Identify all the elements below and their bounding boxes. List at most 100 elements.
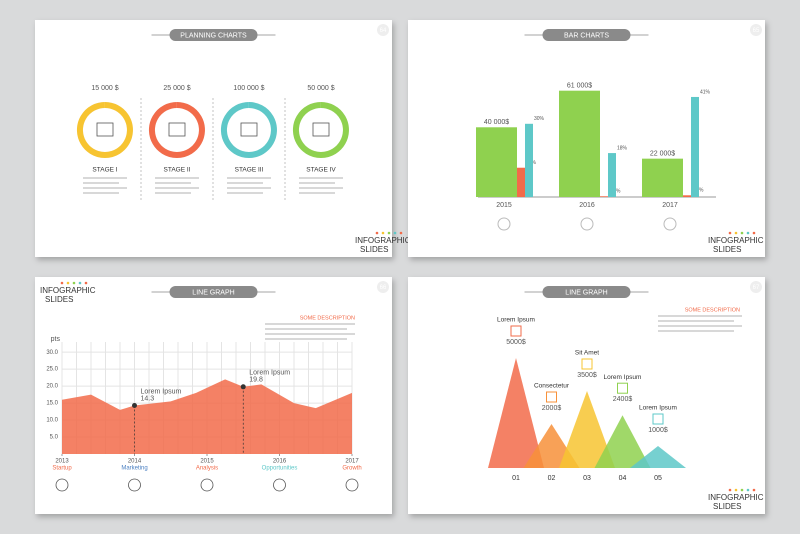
annotation-title: Lorem Ipsum (249, 370, 290, 377)
triangle (594, 415, 651, 468)
annotation-point (240, 384, 246, 390)
value-label: 3500$ (577, 372, 597, 379)
x-caption: Growth (342, 466, 361, 472)
annotation-title: Lorem Ipsum (141, 388, 182, 395)
y-axis-label: pts (51, 336, 61, 343)
x-tick-label: 2017 (662, 202, 678, 209)
y-tick-label: 10.0 (46, 418, 58, 424)
y-tick-label: 5.0 (50, 435, 59, 441)
logo-dot (728, 488, 732, 492)
logo-text: SLIDES (45, 295, 73, 304)
logo-dot (746, 488, 750, 492)
x-tick-label: 03 (583, 475, 591, 482)
triangle (559, 391, 615, 468)
logo-dot (746, 231, 750, 235)
y-tick-label: 25.0 (46, 367, 58, 373)
annotation-value: 14.3 (141, 395, 155, 402)
value-label: 22 000$ (650, 151, 675, 158)
stage-ring (77, 102, 133, 158)
page-badge (377, 281, 389, 293)
value-label: 30% (534, 116, 545, 122)
stage-amount: 25 000 $ (163, 85, 190, 92)
page-number: 65 (753, 28, 760, 34)
x-tick-label: 2014 (128, 459, 142, 465)
bar (600, 196, 608, 197)
logo-dot (72, 281, 76, 285)
logo-dot (740, 488, 744, 492)
description-title: SOME DESCRIPTION (300, 315, 355, 321)
logo-dot (740, 231, 744, 235)
x-caption: Analysis (196, 466, 218, 472)
peak-icon (581, 358, 593, 370)
logo-dot (60, 281, 64, 285)
stage-icon (312, 122, 330, 137)
logo-dot (752, 488, 756, 492)
stage-icon (168, 122, 186, 137)
logo-text: SLIDES (713, 245, 741, 254)
logo-dot (84, 281, 88, 285)
x-tick-label: 2016 (273, 459, 287, 465)
logo-dot (381, 231, 385, 235)
bar (642, 158, 683, 197)
stage-label: STAGE III (235, 167, 264, 174)
peak-name: Consectetur (534, 383, 570, 390)
value-label: 5000$ (506, 339, 526, 346)
bar (691, 96, 699, 197)
peak-name: Lorem Ipsum (604, 374, 642, 381)
logo-dot (78, 281, 82, 285)
stage-amount: 50 000 $ (307, 85, 334, 92)
triangle (488, 358, 544, 468)
caption-icon (273, 478, 286, 492)
value-label: 61 000$ (567, 83, 592, 90)
logo-dot (393, 231, 397, 235)
peak-icon (617, 382, 628, 394)
category-icon (580, 217, 594, 231)
logo-text: INFOGRAPHIC (708, 236, 764, 245)
logo-dot (387, 231, 391, 235)
logo-dot (399, 231, 403, 235)
title-pill (542, 286, 631, 298)
logo-text: INFOGRAPHIC (40, 286, 96, 295)
x-tick-label: 01 (512, 475, 520, 482)
caption-icon (200, 478, 214, 492)
stage-label: STAGE I (92, 167, 117, 174)
peak-name: Sit Amet (575, 350, 599, 357)
x-caption: Opportunities (262, 466, 298, 472)
logo-text: SLIDES (713, 502, 741, 511)
bar (559, 90, 600, 197)
value-label: 18% (617, 145, 628, 151)
annotation-point (132, 402, 137, 408)
x-tick-label: 2015 (200, 459, 214, 465)
x-tick-label: 2017 (345, 459, 359, 465)
value-label: 41% (700, 89, 711, 95)
slide-title: BAR CHARTS (564, 32, 609, 39)
slide-title: PLANNING CHARTS (180, 32, 247, 39)
x-tick-label: 2015 (496, 202, 512, 209)
stage-ring (149, 102, 205, 158)
logo-dot (66, 281, 70, 285)
bar (608, 153, 616, 197)
logo-dot (734, 488, 738, 492)
x-caption: Marketing (121, 466, 147, 472)
x-tick-label: 2016 (579, 202, 595, 209)
page-number: 66 (380, 285, 387, 291)
y-tick-label: 20.0 (46, 384, 58, 390)
x-tick-label: 2013 (55, 459, 69, 465)
slide-title: LINE GRAPH (192, 289, 234, 296)
value-label: 40 000$ (484, 119, 509, 126)
title-pill (169, 286, 258, 298)
logo-dot (728, 231, 732, 235)
peak-icon (546, 391, 557, 403)
stage-amount: 100 000 $ (233, 85, 264, 92)
value-label: 2000$ (542, 405, 562, 412)
slide-title: LINE GRAPH (565, 289, 607, 296)
logo-dot (752, 231, 756, 235)
value-label: 1000$ (648, 427, 668, 434)
logo-text: SLIDES (360, 245, 388, 254)
peak-icon (652, 413, 664, 425)
caption-icon (55, 478, 69, 492)
peak-name: Lorem Ipsum (497, 317, 535, 324)
logo-text: INFOGRAPHIC (708, 493, 764, 502)
stage-label: STAGE IV (306, 167, 336, 174)
